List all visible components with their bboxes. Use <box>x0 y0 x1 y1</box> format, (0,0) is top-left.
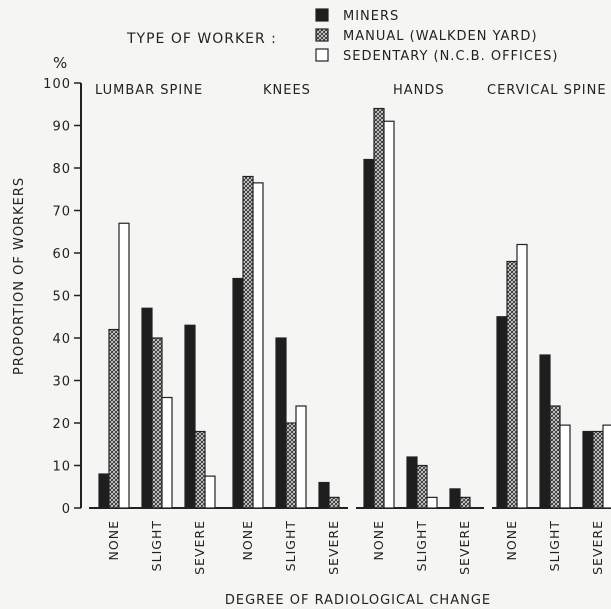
bar-sedentary <box>602 424 611 509</box>
bar-miners <box>232 277 244 509</box>
y-tick-label: 20 <box>52 417 71 432</box>
bar-manual <box>373 107 385 509</box>
y-tick-label: 80 <box>52 162 71 177</box>
bar-miners <box>275 337 287 509</box>
bar-manual <box>151 337 163 509</box>
bar-sedentary <box>516 243 528 509</box>
legend-swatch <box>315 8 329 22</box>
category-label: SLIGHT <box>149 520 164 571</box>
bar-manual <box>242 175 254 509</box>
panel-cervical-spine: CERVICAL SPINE NONE SLIGHT SEVERE <box>487 83 611 575</box>
bar-miners <box>141 307 153 509</box>
y-tick-label: 40 <box>52 332 71 347</box>
bar-miners <box>539 354 551 509</box>
bar-manual <box>416 464 428 509</box>
bar-sedentary <box>118 222 130 509</box>
x-axis-label: DEGREE OF RADIOLOGICAL CHANGE <box>225 593 491 608</box>
y-tick-label: 10 <box>52 460 71 475</box>
legend-label: SEDENTARY (N.C.B. OFFICES) <box>343 49 558 64</box>
y-tick-label: 90 <box>52 120 71 135</box>
bar-sedentary <box>426 496 438 509</box>
legend-label: MINERS <box>343 9 399 24</box>
category-label: SEVERE <box>590 520 605 575</box>
category-label: NONE <box>106 520 121 560</box>
category-label: NONE <box>504 520 519 560</box>
bar-miners <box>449 488 461 509</box>
category-label: SEVERE <box>457 520 472 575</box>
bar-manual <box>592 430 604 509</box>
bar-miners <box>582 430 594 509</box>
bar-manual <box>328 496 340 509</box>
panel-title: KNEES <box>263 83 311 98</box>
bar-sedentary <box>383 120 395 509</box>
panel-title: LUMBAR SPINE <box>95 83 203 98</box>
legend: MINERS MANUAL (WALKDEN YARD) SEDENTARY (N.… <box>315 8 558 64</box>
bar-miners <box>496 316 508 509</box>
y-axis-label: PROPORTION OF WORKERS <box>12 177 27 375</box>
bar-miners <box>98 473 110 509</box>
legend-title: TYPE OF WORKER : <box>126 31 277 47</box>
y-tick-label: 50 <box>52 290 71 305</box>
bar-manual <box>506 260 518 509</box>
bar-miners <box>318 481 330 509</box>
y-tick-label: 60 <box>52 247 71 262</box>
bar-sedentary <box>204 475 216 509</box>
legend-swatch <box>315 28 329 42</box>
category-label: SEVERE <box>326 520 341 575</box>
category-label: NONE <box>371 520 386 560</box>
y-axis-unit: % <box>53 54 68 72</box>
bar-sedentary <box>559 424 571 509</box>
panel-lumbar-spine: LUMBAR SPINE NONE SLIGHT SEVERE <box>89 83 224 575</box>
y-tick-label: 30 <box>52 375 71 390</box>
bar-sedentary <box>295 405 307 509</box>
category-label: SLIGHT <box>283 520 298 571</box>
category-label: SEVERE <box>192 520 207 575</box>
bar-manual <box>549 405 561 509</box>
y-tick-label: 70 <box>52 205 71 220</box>
bar-sedentary <box>161 396 173 509</box>
y-tick-label: 0 <box>62 502 71 517</box>
panel-knees: KNEES NONE SLIGHT SEVERE <box>222 83 348 575</box>
panels: LUMBAR SPINE NONE SLIGHT SEVERE KNEES NONE SLI… <box>89 83 611 575</box>
panel-title: CERVICAL SPINE <box>487 83 607 98</box>
bar-miners <box>184 324 196 509</box>
bar-manual <box>285 422 297 509</box>
bar-manual <box>108 328 120 509</box>
panel-title: HANDS <box>393 83 445 98</box>
bar-miners <box>363 158 375 509</box>
category-label: SLIGHT <box>547 520 562 571</box>
legend-label: MANUAL (WALKDEN YARD) <box>343 29 538 44</box>
y-ticks: 0 10 20 30 40 50 60 70 80 90 100 <box>43 77 81 517</box>
bar-manual <box>459 496 471 509</box>
bar-miners <box>406 456 418 509</box>
y-tick-label: 100 <box>43 77 71 92</box>
bar-sedentary <box>252 182 264 509</box>
category-label: NONE <box>240 520 255 560</box>
panel-hands: HANDS NONE SLIGHT SEVERE <box>356 83 484 575</box>
category-label: SLIGHT <box>414 520 429 571</box>
bar-manual <box>194 430 206 509</box>
legend-swatch <box>315 48 329 62</box>
